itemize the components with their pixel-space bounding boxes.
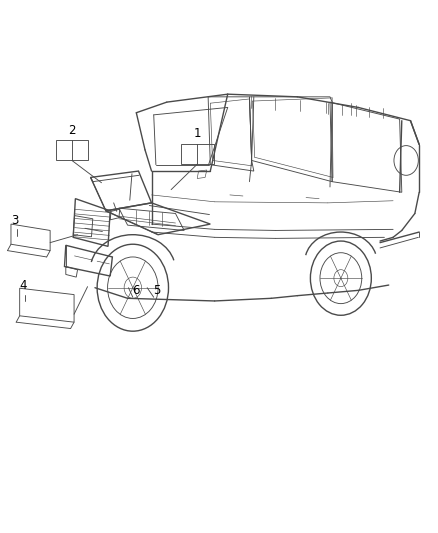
Text: 3: 3 [11, 214, 18, 227]
Text: 6: 6 [133, 284, 140, 297]
Text: 5: 5 [153, 284, 161, 297]
Text: 4: 4 [20, 279, 27, 292]
Text: 2: 2 [68, 124, 76, 136]
Text: 1: 1 [194, 127, 201, 140]
